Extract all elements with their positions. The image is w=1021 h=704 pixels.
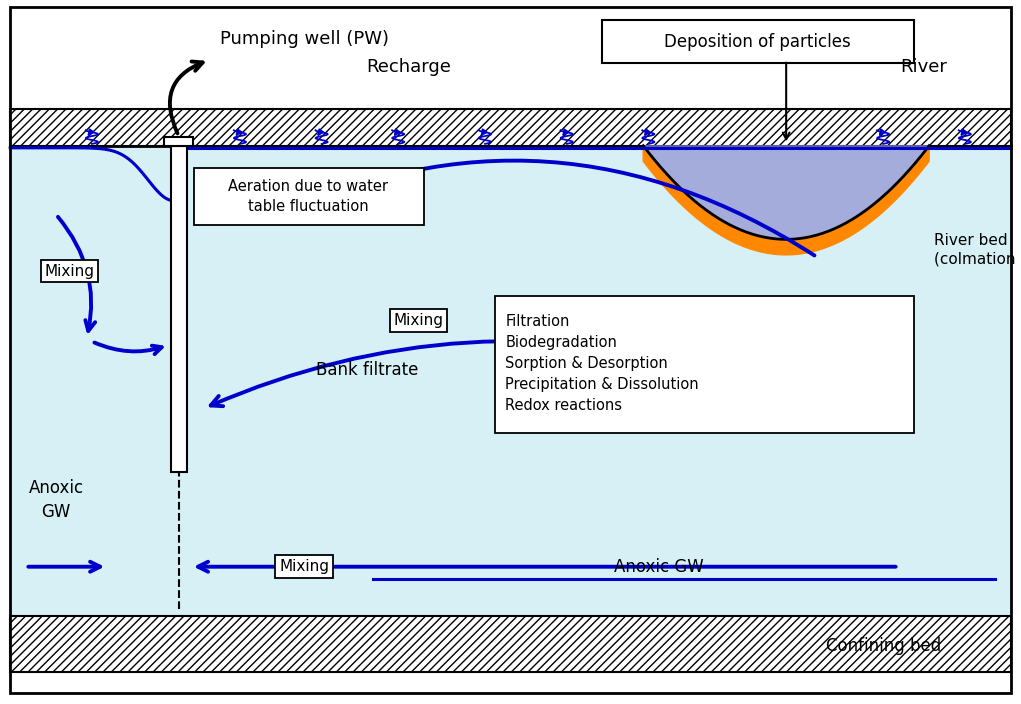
- Text: Filtration
Biodegradation
Sorption & Desorption
Precipitation & Dissolution
Redo: Filtration Biodegradation Sorption & Des…: [505, 315, 699, 413]
- Polygon shape: [643, 146, 929, 239]
- Text: Recharge: Recharge: [366, 58, 451, 76]
- Text: Mixing: Mixing: [394, 313, 443, 328]
- FancyBboxPatch shape: [495, 296, 914, 433]
- Text: Deposition of particles: Deposition of particles: [665, 32, 850, 51]
- Polygon shape: [643, 146, 929, 255]
- Bar: [171, 146, 187, 472]
- FancyBboxPatch shape: [194, 168, 424, 225]
- Bar: [10, 616, 1011, 672]
- Bar: [10, 109, 1011, 146]
- Bar: [10, 146, 1011, 616]
- Text: Mixing: Mixing: [45, 263, 94, 279]
- Text: River bed
(colmation layer): River bed (colmation layer): [934, 232, 1021, 268]
- Text: Anoxic
GW: Anoxic GW: [29, 479, 84, 521]
- Bar: [10, 7, 1011, 146]
- FancyBboxPatch shape: [602, 20, 914, 63]
- Text: Pumping well (PW): Pumping well (PW): [220, 30, 389, 48]
- Text: Bank filtrate: Bank filtrate: [317, 360, 419, 379]
- Text: Mixing: Mixing: [280, 559, 329, 574]
- Text: River: River: [901, 58, 947, 76]
- Text: Confining bed: Confining bed: [826, 637, 940, 655]
- Text: Aeration due to water
table fluctuation: Aeration due to water table fluctuation: [229, 179, 388, 214]
- Bar: [164, 137, 193, 146]
- Text: Anoxic GW: Anoxic GW: [614, 558, 703, 576]
